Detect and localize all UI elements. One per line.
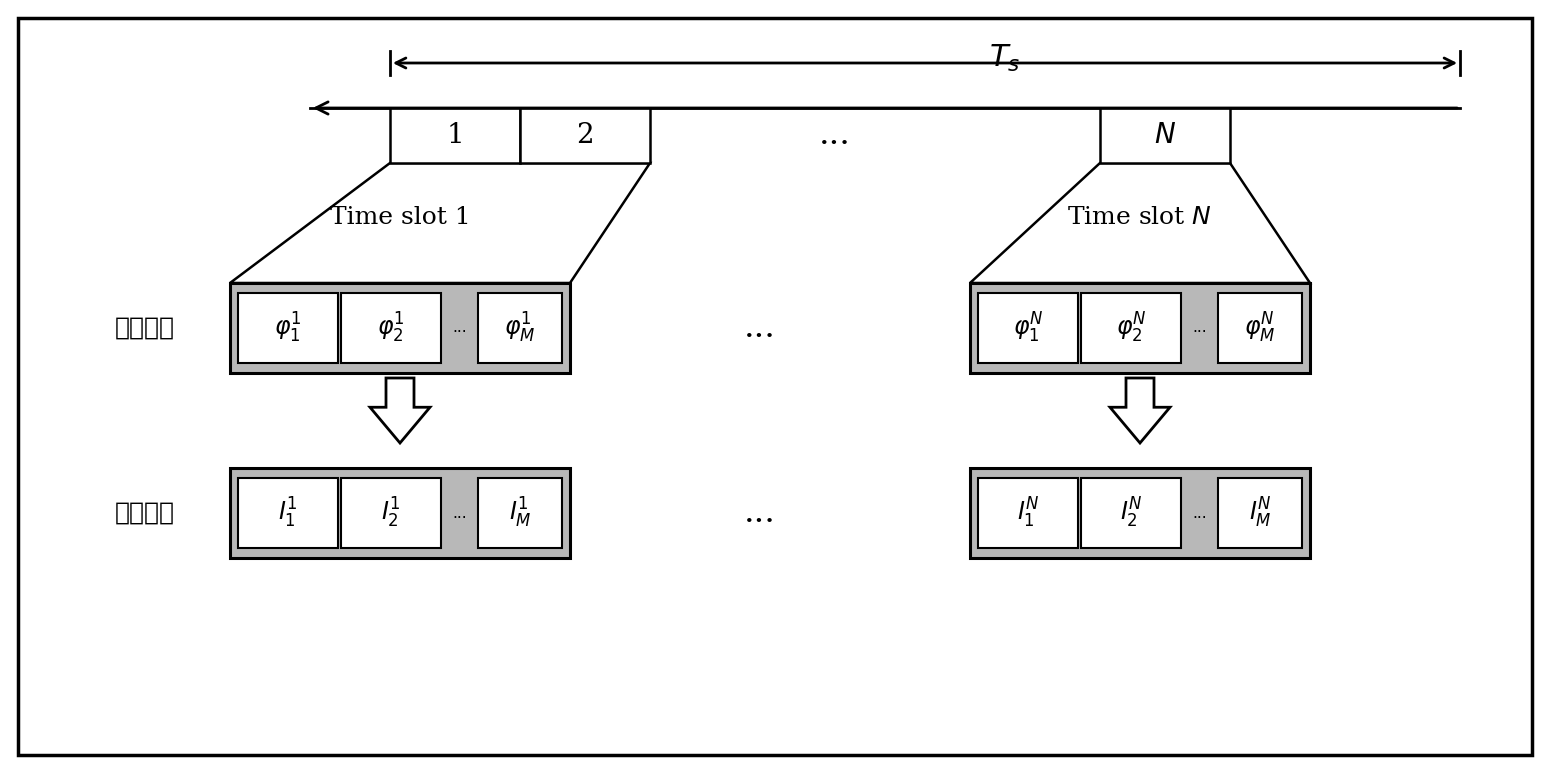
Text: ...: ... [453, 321, 467, 335]
Bar [477, 478, 563, 548]
Text: ...: ... [744, 312, 777, 344]
Polygon shape [229, 163, 649, 283]
Text: $\varphi_1^1$: $\varphi_1^1$ [274, 311, 302, 345]
Text: $\varphi_2^N$: $\varphi_2^N$ [1116, 311, 1147, 345]
Text: ...: ... [1192, 506, 1207, 520]
Bar [1218, 293, 1302, 363]
Text: Time slot 1: Time slot 1 [330, 206, 470, 230]
Text: $I_2^N$: $I_2^N$ [1119, 496, 1142, 530]
Text: Time slot $N$: Time slot $N$ [1068, 206, 1212, 230]
Text: ...: ... [818, 120, 851, 152]
Bar [391, 108, 519, 163]
Polygon shape [370, 378, 429, 443]
Text: $\varphi_M^1$: $\varphi_M^1$ [504, 311, 536, 345]
Text: $T_s$: $T_s$ [989, 43, 1020, 73]
Text: $I_1^1$: $I_1^1$ [279, 496, 298, 530]
Polygon shape [970, 163, 1310, 283]
Text: $N$: $N$ [1155, 122, 1176, 149]
Bar [519, 108, 649, 163]
Text: ...: ... [453, 506, 467, 520]
Text: ...: ... [744, 497, 777, 529]
Bar [239, 478, 338, 548]
Bar [970, 283, 1310, 373]
Text: $I_M^1$: $I_M^1$ [508, 496, 532, 530]
Bar [1184, 478, 1217, 548]
Bar [229, 283, 570, 373]
Bar [443, 293, 476, 363]
Polygon shape [1110, 378, 1170, 443]
Bar [239, 293, 338, 363]
Text: $I_1^N$: $I_1^N$ [1017, 496, 1040, 530]
Bar [1184, 293, 1217, 363]
Bar [341, 293, 442, 363]
Bar [341, 478, 442, 548]
Bar [477, 293, 563, 363]
Bar [970, 468, 1310, 558]
Text: $I_M^N$: $I_M^N$ [1249, 496, 1271, 530]
Bar [978, 293, 1077, 363]
Bar [1100, 108, 1231, 163]
Text: $\varphi_M^N$: $\varphi_M^N$ [1245, 311, 1276, 345]
Text: 2: 2 [577, 122, 594, 149]
Text: $\varphi_2^1$: $\varphi_2^1$ [377, 311, 405, 345]
Bar [443, 478, 476, 548]
Bar [1080, 293, 1181, 363]
Bar [229, 468, 570, 558]
Bar [1080, 478, 1181, 548]
Text: $\varphi_1^N$: $\varphi_1^N$ [1012, 311, 1043, 345]
Bar [1218, 478, 1302, 548]
Text: 光强序列: 光强序列 [115, 501, 175, 525]
Text: $I_2^1$: $I_2^1$ [381, 496, 401, 530]
Text: 相位序列: 相位序列 [115, 316, 175, 340]
Bar [978, 478, 1077, 548]
Text: 1: 1 [446, 122, 463, 149]
Text: ...: ... [1192, 321, 1207, 335]
